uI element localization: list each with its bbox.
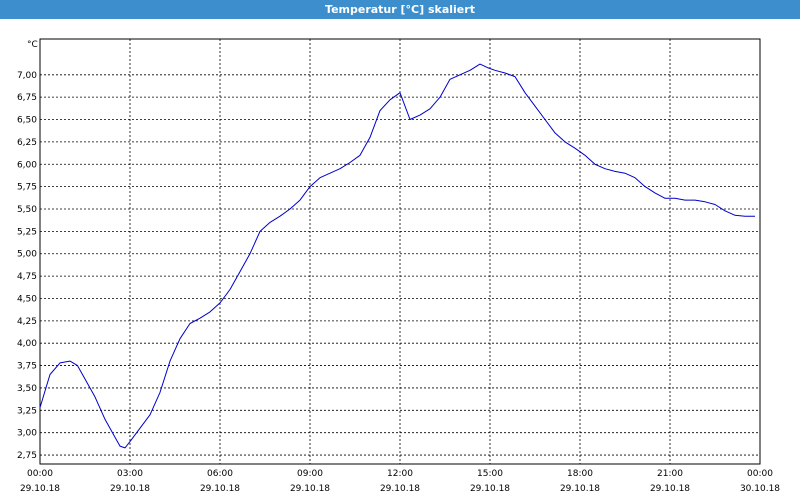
chart-title-bar: Temperatur [°C] skaliert bbox=[0, 0, 800, 19]
y-tick-label: 5,50 bbox=[17, 205, 37, 215]
y-tick-label: 2,75 bbox=[17, 451, 37, 461]
y-axis-ticks: 2,75 3,00 3,25 3,50 3,75 4,00 4,25 4,50 4,75 5,00… bbox=[17, 71, 37, 461]
y-tick-label: 3,75 bbox=[17, 362, 37, 372]
chart-title: Temperatur [°C] skaliert bbox=[325, 3, 475, 16]
x-tick-date-label: 29.10.18 bbox=[650, 484, 690, 494]
series-layer bbox=[39, 63, 755, 449]
y-tick-label: 7,00 bbox=[17, 71, 37, 81]
y-tick-label: 4,00 bbox=[17, 339, 37, 349]
y-tick-label: 3,00 bbox=[17, 429, 37, 439]
x-tick-time-label: 00:00 bbox=[747, 469, 773, 479]
plot-frame bbox=[39, 38, 761, 465]
x-tick-time-label: 03:00 bbox=[117, 469, 143, 479]
grid-layer bbox=[40, 39, 760, 464]
y-tick-label: 6,25 bbox=[17, 138, 37, 148]
x-tick-date-label: 29.10.18 bbox=[20, 484, 60, 494]
x-tick-time-label: 21:00 bbox=[657, 469, 683, 479]
y-tick-label: 4,75 bbox=[17, 272, 37, 282]
y-tick-label: 6,50 bbox=[17, 116, 37, 126]
x-tick-date-label: 29.10.18 bbox=[200, 484, 240, 494]
x-tick-date-label: 30.10.18 bbox=[740, 484, 780, 494]
x-tick-time-label: 18:00 bbox=[567, 469, 593, 479]
temperature-series-line bbox=[39, 63, 755, 449]
y-tick-label: 4,50 bbox=[17, 294, 37, 304]
y-tick-label: 3,25 bbox=[17, 406, 37, 416]
x-tick-date-label: 29.10.18 bbox=[380, 484, 420, 494]
x-axis-ticks: 00:00 29.10.18 03:00 29.10.18 06:00 29.10.18 0… bbox=[20, 469, 780, 494]
x-tick-date-label: 29.10.18 bbox=[470, 484, 510, 494]
y-tick-label: 5,75 bbox=[17, 183, 37, 193]
y-axis-unit-label: °C bbox=[27, 40, 38, 50]
x-tick-time-label: 06:00 bbox=[207, 469, 233, 479]
x-tick-time-label: 09:00 bbox=[297, 469, 323, 479]
x-tick-time-label: 00:00 bbox=[27, 469, 53, 479]
y-tick-label: 3,50 bbox=[17, 384, 37, 394]
y-tick-label: 6,00 bbox=[17, 160, 37, 170]
x-tick-time-label: 12:00 bbox=[387, 469, 413, 479]
plot-container: 2,75 3,00 3,25 3,50 3,75 4,00 4,25 4,50 4,75 5,00… bbox=[0, 19, 800, 500]
x-tick-time-label: 15:00 bbox=[477, 469, 503, 479]
y-tick-label: 5,25 bbox=[17, 227, 37, 237]
temperature-chart: 2,75 3,00 3,25 3,50 3,75 4,00 4,25 4,50 4,75 5,00… bbox=[17, 38, 780, 494]
x-tick-date-label: 29.10.18 bbox=[560, 484, 600, 494]
x-tick-date-label: 29.10.18 bbox=[290, 484, 330, 494]
y-tick-label: 4,25 bbox=[17, 317, 37, 327]
y-tick-label: 6,75 bbox=[17, 93, 37, 103]
plot-border bbox=[39, 38, 761, 465]
y-tick-label: 5,00 bbox=[17, 250, 37, 260]
x-tick-date-label: 29.10.18 bbox=[110, 484, 150, 494]
